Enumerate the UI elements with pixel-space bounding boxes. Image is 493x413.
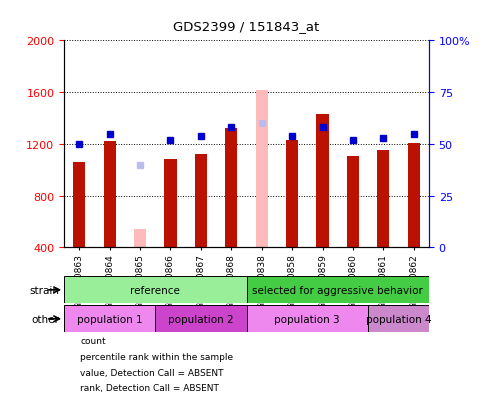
Text: population 4: population 4 bbox=[366, 314, 431, 324]
Text: population 1: population 1 bbox=[77, 314, 142, 324]
Bar bbox=[377, 151, 389, 248]
Bar bbox=[246, 277, 429, 304]
Text: strain: strain bbox=[29, 285, 59, 295]
Bar bbox=[317, 115, 329, 248]
Bar bbox=[155, 306, 246, 332]
Bar bbox=[256, 90, 268, 248]
Bar bbox=[286, 141, 298, 248]
Text: percentile rank within the sample: percentile rank within the sample bbox=[80, 352, 234, 361]
Text: population 3: population 3 bbox=[275, 314, 340, 324]
Text: rank, Detection Call = ABSENT: rank, Detection Call = ABSENT bbox=[80, 383, 219, 392]
Text: count: count bbox=[80, 336, 106, 345]
Text: selected for aggressive behavior: selected for aggressive behavior bbox=[252, 285, 423, 295]
Bar bbox=[165, 160, 176, 248]
Bar bbox=[225, 129, 238, 248]
Bar bbox=[246, 306, 368, 332]
Bar bbox=[134, 230, 146, 248]
Text: reference: reference bbox=[130, 285, 180, 295]
Bar bbox=[64, 306, 155, 332]
Bar bbox=[408, 143, 420, 248]
Bar bbox=[64, 277, 246, 304]
Text: population 2: population 2 bbox=[168, 314, 234, 324]
Text: GDS2399 / 151843_at: GDS2399 / 151843_at bbox=[174, 20, 319, 33]
Text: other: other bbox=[31, 314, 59, 324]
Bar bbox=[347, 156, 359, 248]
Bar bbox=[368, 306, 429, 332]
Text: value, Detection Call = ABSENT: value, Detection Call = ABSENT bbox=[80, 368, 224, 377]
Bar bbox=[195, 155, 207, 248]
Bar bbox=[104, 142, 116, 248]
Bar bbox=[73, 163, 85, 248]
